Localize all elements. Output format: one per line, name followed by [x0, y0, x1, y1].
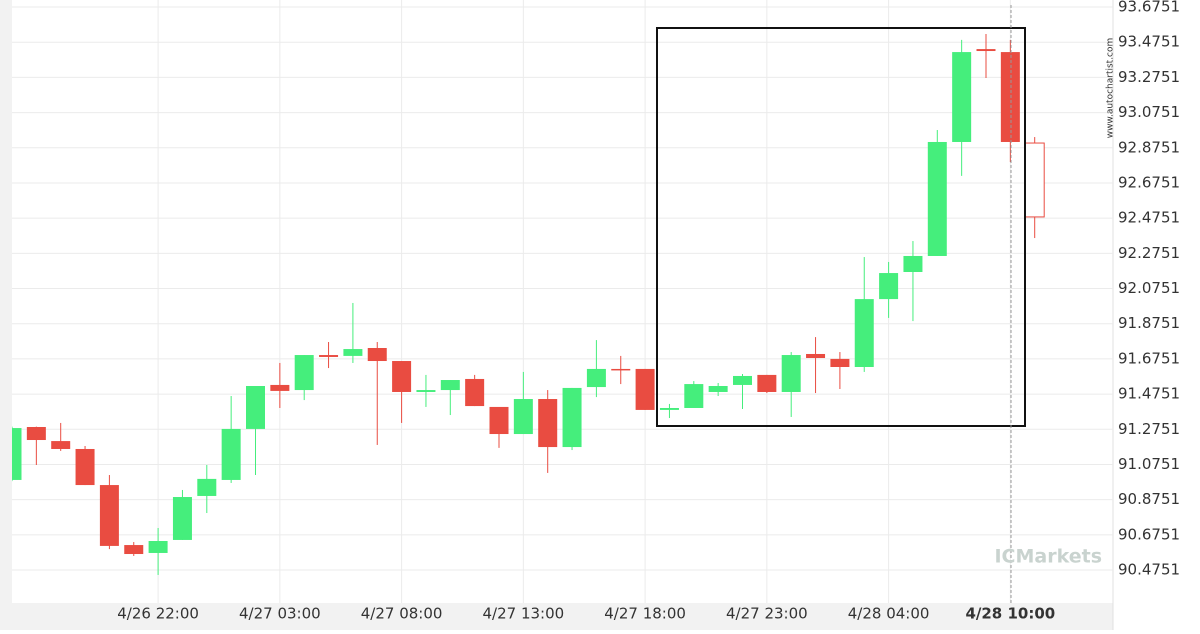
candle-body [319, 355, 339, 357]
candle-body [659, 407, 679, 410]
candle-body [172, 497, 192, 540]
candle-body [489, 406, 509, 435]
pattern-box [656, 27, 1026, 427]
y-tick-label: 92.8751 [1118, 138, 1180, 156]
y-tick-label: 91.4751 [1118, 385, 1180, 403]
candle-body [635, 368, 655, 410]
y-tick-label: 93.4751 [1118, 33, 1180, 51]
candle-body [440, 380, 460, 391]
candle-body [367, 347, 387, 362]
candle-body [294, 355, 314, 391]
candle-body [99, 485, 119, 546]
candle-body [733, 375, 752, 385]
y-tick-label: 93.2751 [1118, 68, 1180, 86]
y-tick-label: 93.6751 [1118, 0, 1180, 16]
candle-body [12, 428, 22, 480]
candle-body [952, 52, 972, 142]
candle-body [903, 255, 923, 272]
x-tick-label: 4/28 04:00 [848, 605, 930, 623]
candle-body [465, 378, 485, 407]
x-tick-label: 4/27 23:00 [726, 605, 808, 623]
candles [12, 33, 1045, 575]
candle-body [416, 390, 436, 392]
x-tick-label: 4/27 03:00 [239, 605, 321, 623]
logo: ICMarkets [994, 546, 1102, 568]
y-tick-label: 90.6751 [1118, 525, 1180, 543]
candle-body [562, 387, 582, 448]
candle-body [781, 355, 801, 392]
y-tick-label: 91.8751 [1118, 314, 1180, 332]
y-tick-label: 93.0751 [1118, 103, 1180, 121]
x-tick-label: 4/27 18:00 [604, 605, 686, 623]
candle-body [586, 368, 606, 388]
candle-body [611, 368, 631, 371]
candle-body [879, 273, 899, 300]
x-tick-label: 4/27 13:00 [483, 605, 565, 623]
candle-body [684, 384, 704, 408]
candle-body [148, 541, 168, 553]
candle-body [806, 353, 826, 359]
x-axis-band [0, 603, 1113, 630]
candle-body [270, 384, 290, 391]
candle-body [246, 386, 265, 429]
candle-body [221, 428, 241, 480]
y-tick-label: 91.2751 [1118, 420, 1180, 438]
candle-body [75, 448, 95, 486]
y-tick-label: 91.6751 [1118, 349, 1180, 367]
candle-body [927, 141, 947, 256]
candle-body [1024, 142, 1045, 218]
y-tick-label: 92.0751 [1118, 279, 1180, 297]
watermark: www.autochartist.com [1106, 38, 1116, 139]
y-tick-label: 92.4751 [1118, 209, 1180, 227]
candle-body [343, 349, 363, 356]
candle-body [976, 49, 996, 52]
x-tick-label: 4/26 22:00 [117, 605, 199, 623]
y-tick-label: 92.6751 [1118, 173, 1180, 191]
candle-body [1000, 52, 1020, 142]
candle-body [854, 299, 874, 368]
candle-body [513, 399, 533, 435]
candle-body [51, 441, 71, 449]
y-tick-label: 92.2751 [1118, 244, 1180, 262]
x-tick-label: 4/27 08:00 [361, 605, 443, 623]
candle-body [26, 426, 46, 441]
y-tick-label: 91.0751 [1118, 455, 1180, 473]
candle-body [538, 399, 558, 448]
candle-body [124, 545, 144, 555]
left-band [0, 0, 12, 603]
y-tick-label: 90.8751 [1118, 490, 1180, 508]
x-tick-label: 4/28 10:00 [965, 605, 1055, 623]
y-tick-label: 90.4751 [1118, 561, 1180, 579]
candle-body [392, 361, 412, 392]
candle-body [708, 386, 728, 392]
grid [12, 0, 1113, 603]
candle-body [830, 358, 850, 368]
candle-body [197, 478, 217, 496]
candle-body [757, 374, 777, 392]
